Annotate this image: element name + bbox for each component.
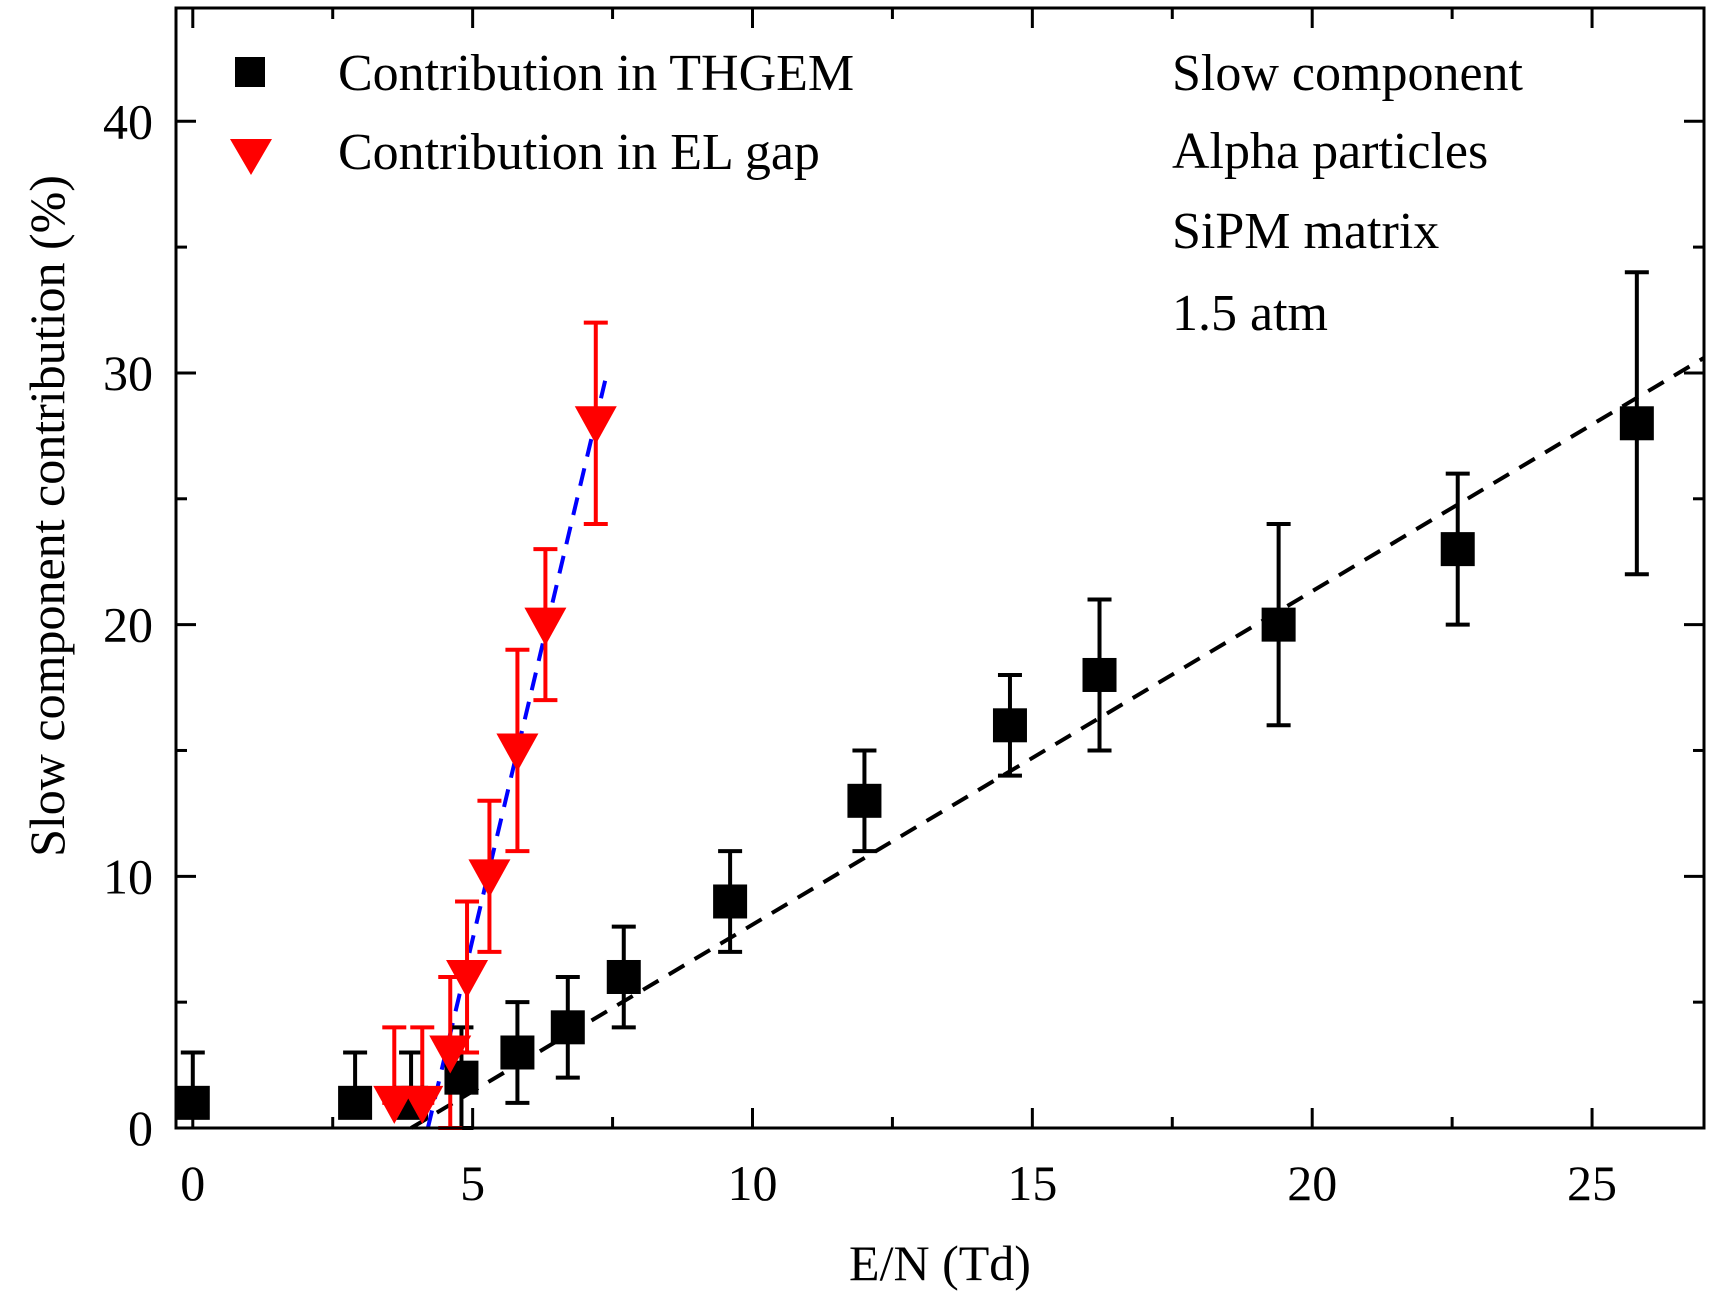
x-tick-label: 0 <box>180 1155 205 1211</box>
el-gap-point <box>401 1085 444 1124</box>
thgem-point <box>713 884 748 919</box>
y-tick-label: 40 <box>103 93 153 149</box>
error-bars <box>180 270 1649 1130</box>
x-tick-label: 25 <box>1567 1155 1617 1211</box>
el-gap-point <box>468 859 511 898</box>
annotation-pressure: 1.5 atm <box>1172 285 1328 342</box>
thgem-point <box>1440 532 1475 567</box>
x-tick-label: 5 <box>460 1155 485 1211</box>
el-gap-point <box>496 733 539 772</box>
plot-frame <box>174 6 1706 1130</box>
legend-label-el-gap: Contribution in EL gap <box>338 124 820 181</box>
legend-marker-el-gap <box>230 139 272 175</box>
annotation-slow-component: Slow component <box>1172 45 1524 102</box>
y-tick-label: 30 <box>103 345 153 401</box>
el-gap-point <box>429 1035 472 1074</box>
x-axis-label: E/N (Td) <box>849 1235 1031 1291</box>
x-tick-label: 20 <box>1287 1155 1337 1211</box>
x-tick-label: 15 <box>1007 1155 1057 1211</box>
el-gap-point <box>524 607 567 646</box>
data-markers <box>175 406 1654 1124</box>
thgem-point <box>992 708 1027 743</box>
el-gap-point <box>446 959 489 998</box>
thgem-point <box>175 1085 210 1120</box>
thgem-point <box>1261 607 1296 642</box>
tick-labels: 0 5 10 15 20 25 0 10 20 30 40 <box>103 93 1617 1211</box>
legend-label-thgem: Contribution in THGEM <box>338 45 854 102</box>
legend: Contribution in THGEM Contribution in EL… <box>230 45 854 181</box>
x-tick-label: 10 <box>727 1155 777 1211</box>
el-gap-point <box>574 406 617 445</box>
thgem-point <box>1619 406 1654 441</box>
y-tick-label: 0 <box>128 1100 153 1156</box>
y-tick-label: 20 <box>103 597 153 653</box>
fit-lines <box>410 356 1706 1130</box>
el-gap-point <box>373 1085 416 1124</box>
annotation-sipm-matrix: SiPM matrix <box>1172 203 1439 260</box>
thgem-fit-line <box>410 356 1706 1130</box>
legend-marker-thgem <box>235 57 265 87</box>
thgem-point <box>847 783 882 818</box>
thgem-point <box>606 959 641 994</box>
thgem-point <box>338 1085 373 1120</box>
y-axis-label: Slow component contribution (%) <box>19 175 75 857</box>
thgem-point <box>500 1035 535 1070</box>
thgem-point <box>550 1010 585 1045</box>
y-tick-label: 10 <box>103 848 153 904</box>
annotation-block: Slow component Alpha particles SiPM matr… <box>1172 45 1524 342</box>
thgem-point <box>1082 657 1117 692</box>
el-gap-fit-line <box>425 372 609 1129</box>
annotation-alpha-particles: Alpha particles <box>1172 123 1488 180</box>
